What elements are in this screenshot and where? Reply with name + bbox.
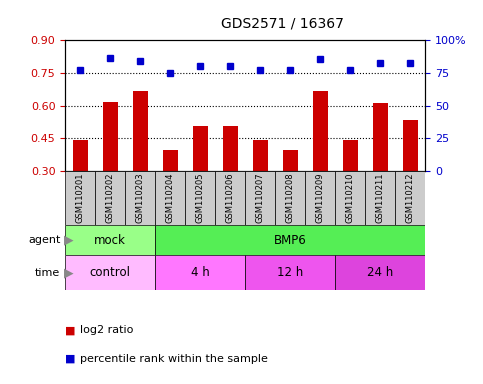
- Bar: [402, 120, 417, 171]
- Bar: [73, 141, 88, 171]
- Text: GSM110204: GSM110204: [166, 172, 175, 223]
- Text: GSM110212: GSM110212: [406, 172, 414, 223]
- Bar: [193, 126, 208, 171]
- Text: GSM110211: GSM110211: [376, 172, 384, 223]
- Text: 24 h: 24 h: [367, 266, 393, 279]
- Text: GSM110205: GSM110205: [196, 172, 205, 223]
- Bar: [215, 171, 245, 225]
- Text: GSM110206: GSM110206: [226, 172, 235, 223]
- Text: ■: ■: [65, 325, 76, 335]
- Text: GSM110207: GSM110207: [256, 172, 265, 223]
- Bar: [155, 255, 245, 290]
- Text: GSM110208: GSM110208: [285, 172, 295, 223]
- Bar: [245, 171, 275, 225]
- Text: ▶: ▶: [64, 233, 74, 247]
- Text: 4 h: 4 h: [191, 266, 210, 279]
- Bar: [395, 171, 425, 225]
- Text: GSM110209: GSM110209: [315, 172, 325, 223]
- Bar: [65, 171, 95, 225]
- Text: mock: mock: [94, 233, 126, 247]
- Bar: [133, 91, 148, 171]
- Text: control: control: [90, 266, 131, 279]
- Bar: [313, 91, 327, 171]
- Bar: [65, 255, 155, 290]
- Text: 12 h: 12 h: [277, 266, 303, 279]
- Bar: [335, 255, 425, 290]
- Bar: [365, 171, 395, 225]
- Text: percentile rank within the sample: percentile rank within the sample: [80, 354, 268, 364]
- Bar: [335, 171, 365, 225]
- Text: GSM110210: GSM110210: [345, 172, 355, 223]
- Text: log2 ratio: log2 ratio: [80, 325, 133, 335]
- Text: GSM110203: GSM110203: [136, 172, 145, 223]
- Text: GDS2571 / 16367: GDS2571 / 16367: [221, 17, 344, 31]
- Text: ▶: ▶: [64, 266, 74, 279]
- Bar: [253, 141, 268, 171]
- Bar: [103, 103, 118, 171]
- Bar: [163, 150, 178, 171]
- Text: GSM110202: GSM110202: [106, 172, 114, 223]
- Bar: [155, 225, 425, 255]
- Bar: [275, 171, 305, 225]
- Bar: [342, 141, 357, 171]
- Bar: [305, 171, 335, 225]
- Text: agent: agent: [28, 235, 60, 245]
- Bar: [223, 126, 238, 171]
- Bar: [65, 225, 155, 255]
- Text: time: time: [35, 268, 60, 278]
- Bar: [283, 150, 298, 171]
- Bar: [155, 171, 185, 225]
- Bar: [95, 171, 125, 225]
- Text: BMP6: BMP6: [274, 233, 307, 247]
- Bar: [185, 171, 215, 225]
- Bar: [245, 255, 335, 290]
- Text: ■: ■: [65, 354, 76, 364]
- Bar: [125, 171, 155, 225]
- Text: GSM110201: GSM110201: [76, 172, 85, 223]
- Bar: [372, 103, 387, 171]
